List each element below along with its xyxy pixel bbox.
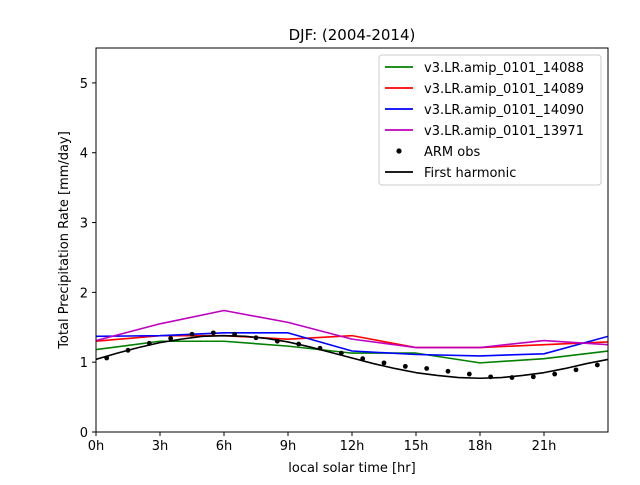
data-point [530, 374, 536, 380]
y-tick-label: 2 [80, 286, 88, 301]
y-tick-label: 4 [80, 147, 88, 162]
legend-label: v3.LR.amip_0101_14090 [424, 103, 584, 118]
x-tick-label: 9h [280, 439, 297, 454]
data-point [210, 330, 216, 336]
series-line-5 [96, 334, 608, 380]
y-tick-label: 1 [80, 356, 88, 371]
series-line-3 [96, 309, 608, 349]
legend-swatch [396, 148, 402, 154]
x-tick-label: 21h [532, 439, 557, 454]
x-tick-label: 18h [468, 439, 493, 454]
data-point [573, 367, 579, 373]
y-tick-label: 3 [80, 217, 88, 232]
legend-label: v3.LR.amip_0101_14088 [424, 61, 584, 76]
series-line-0 [96, 340, 608, 364]
legend-box [378, 54, 602, 186]
data-point [381, 360, 387, 366]
chart-title: DJF: (2004-2014) [289, 26, 416, 44]
x-tick-label: 3h [152, 439, 169, 454]
data-point [189, 331, 195, 337]
data-point [466, 371, 472, 377]
series-line-1 [96, 334, 608, 349]
legend-label: First harmonic [424, 166, 516, 181]
data-point [168, 336, 174, 341]
legend-label: v3.LR.amip_0101_13971 [424, 124, 584, 139]
series-line-2 [96, 332, 608, 357]
legend: v3.LR.amip_0101_14088 v3.LR.amip_0101_140… [378, 54, 602, 186]
data-point [552, 371, 558, 377]
y-axis-label: Total Precipitation Rate [mm/day] [57, 131, 72, 350]
x-tick-label: 6h [216, 439, 233, 454]
y-tick-label: 0 [80, 426, 88, 441]
x-tick-label: 12h [340, 439, 365, 454]
data-point [594, 362, 600, 368]
data-point [445, 368, 451, 374]
y-tick-label: 5 [80, 77, 88, 92]
x-tick-label: 15h [404, 439, 429, 454]
x-axis-label: local solar time [hr] [288, 461, 415, 476]
series-layer [96, 309, 608, 380]
data-point [402, 363, 408, 369]
axes-layer: 0h 3h 6h 9h 12h 15h 18h 21h 0 1 2 3 4 5 [80, 47, 609, 454]
x-tick-label: 0h [88, 439, 105, 454]
data-point [424, 366, 430, 371]
legend-label: v3.LR.amip_0101_14089 [424, 82, 584, 97]
legend-label: ARM obs [424, 145, 480, 160]
